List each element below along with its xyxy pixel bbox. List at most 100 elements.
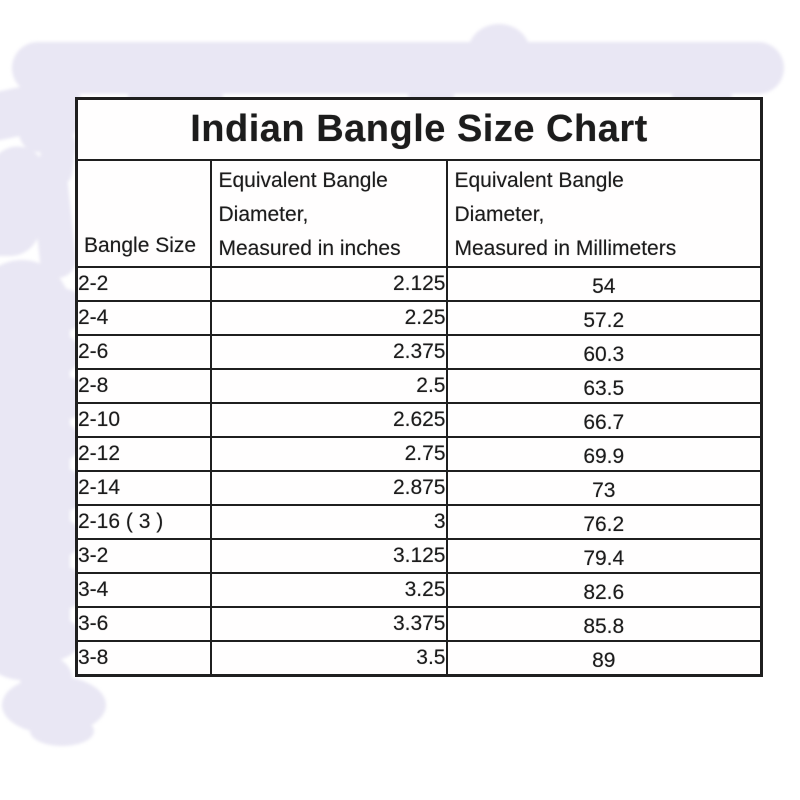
cell-bangle-size: 2-10 [75, 402, 212, 438]
cell-diameter-mm: 63.5 [445, 368, 763, 404]
cell-value: 2-10 [78, 408, 121, 431]
cell-value: 2-14 [78, 476, 121, 499]
table-row: 2-6 2.375 60.3 [75, 334, 763, 370]
table-row: 2-14 2.875 73 [75, 470, 763, 506]
cell-bangle-size: 3-4 [75, 572, 212, 608]
table-row: 2-8 2.5 63.5 [75, 368, 763, 404]
cell-diameter-mm: 79.4 [445, 538, 763, 574]
cell-bangle-size: 2-12 [75, 436, 212, 472]
column-header-diameter-millimeters: Equivalent Bangle Diameter, Measured in … [445, 159, 763, 268]
cell-bangle-size: 2-6 [75, 334, 212, 370]
cell-value: 2.25 [404, 306, 446, 329]
cell-value: 2-2 [78, 272, 109, 295]
cell-value: 57.2 [583, 309, 625, 332]
cell-bangle-size: 2-14 [75, 470, 212, 506]
watermark-blob [30, 716, 94, 746]
cell-value: 85.8 [583, 615, 625, 638]
table-row: 2-16 ( 3 ) 3 76.2 [75, 504, 763, 540]
cell-diameter-inches: 2.25 [209, 300, 448, 336]
cell-diameter-inches: 2.5 [209, 368, 448, 404]
cell-value: 3.125 [392, 544, 446, 567]
cell-bangle-size: 2-2 [75, 266, 212, 302]
cell-value: 82.6 [583, 581, 625, 604]
table-row: 3-2 3.125 79.4 [75, 538, 763, 574]
cell-diameter-inches: 3.375 [209, 606, 448, 642]
cell-value: 66.7 [583, 411, 625, 434]
cell-diameter-mm: 73 [445, 470, 763, 506]
cell-diameter-inches: 2.125 [209, 266, 448, 302]
cell-diameter-mm: 57.2 [445, 300, 763, 336]
table-title: Indian Bangle Size Chart [75, 97, 763, 161]
watermark-blob [28, 332, 80, 376]
cell-value: 2-12 [78, 442, 121, 465]
table-row: 2-10 2.625 66.7 [75, 402, 763, 438]
watermark-blob [12, 42, 784, 94]
cell-value: 3.25 [404, 578, 446, 601]
watermark-blob [28, 516, 80, 560]
cell-value: 3-2 [78, 544, 109, 567]
cell-value: 63.5 [583, 377, 625, 400]
watermark-blob [28, 616, 80, 660]
watermark-blob [468, 24, 530, 80]
cell-value: 79.4 [583, 547, 625, 570]
cell-value: 3.375 [392, 612, 446, 635]
table-row: 2-2 2.125 54 [75, 266, 763, 302]
cell-diameter-mm: 66.7 [445, 402, 763, 438]
cell-diameter-mm: 60.3 [445, 334, 763, 370]
cell-bangle-size: 2-8 [75, 368, 212, 404]
cell-diameter-mm: 54 [445, 266, 763, 302]
column-header-diameter-inches: Equivalent Bangle Diameter, Measured in … [209, 159, 448, 268]
cell-value: 3-8 [78, 646, 109, 669]
column-header-bangle-size: Bangle Size [75, 159, 212, 268]
cell-value: 3-6 [78, 612, 109, 635]
cell-value: 2.875 [392, 476, 446, 499]
table-title-row: Indian Bangle Size Chart [75, 97, 763, 161]
cell-value: 60.3 [583, 343, 625, 366]
cell-bangle-size: 3-8 [75, 640, 212, 677]
table-row: 2-4 2.25 57.2 [75, 300, 763, 336]
cell-value: 3-4 [78, 578, 109, 601]
cell-diameter-mm: 89 [445, 640, 763, 677]
cell-diameter-mm: 85.8 [445, 606, 763, 642]
cell-diameter-mm: 76.2 [445, 504, 763, 540]
cell-value: 2.75 [404, 442, 446, 465]
table-header-row: Bangle Size Equivalent Bangle Diameter, … [75, 159, 763, 268]
cell-value: 2-16 ( 3 ) [78, 510, 164, 533]
cell-bangle-size: 2-16 ( 3 ) [75, 504, 212, 540]
cell-diameter-inches: 3 [209, 504, 448, 540]
cell-value: 2-4 [78, 306, 109, 329]
table-row: 2-12 2.75 69.9 [75, 436, 763, 472]
cell-bangle-size: 2-4 [75, 300, 212, 336]
cell-value: 2.125 [392, 272, 446, 295]
cell-value: 2.375 [392, 340, 446, 363]
cell-value: 2.5 [416, 374, 446, 397]
cell-value: 2.625 [392, 408, 446, 431]
cell-value: 3.5 [416, 646, 446, 669]
cell-bangle-size: 3-6 [75, 606, 212, 642]
cell-value: 73 [592, 479, 616, 502]
cell-value: 2-6 [78, 340, 109, 363]
cell-diameter-mm: 82.6 [445, 572, 763, 608]
table-row: 3-8 3.5 89 [75, 640, 763, 677]
cell-value: 69.9 [583, 445, 625, 468]
cell-diameter-inches: 2.625 [209, 402, 448, 438]
cell-diameter-inches: 3.5 [209, 640, 448, 677]
cell-value: 3 [433, 510, 446, 533]
cell-diameter-inches: 3.25 [209, 572, 448, 608]
table-row: 3-6 3.375 85.8 [75, 606, 763, 642]
bangle-size-table: Indian Bangle Size Chart Bangle Size Equ… [75, 97, 764, 677]
cell-bangle-size: 3-2 [75, 538, 212, 574]
cell-value: 89 [592, 649, 616, 672]
cell-value: 76.2 [583, 513, 625, 536]
cell-diameter-inches: 3.125 [209, 538, 448, 574]
cell-value: 54 [592, 275, 616, 298]
cell-diameter-inches: 2.75 [209, 436, 448, 472]
table-row: 3-4 3.25 82.6 [75, 572, 763, 608]
cell-diameter-inches: 2.375 [209, 334, 448, 370]
cell-value: 2-8 [78, 374, 109, 397]
cell-diameter-mm: 69.9 [445, 436, 763, 472]
cell-diameter-inches: 2.875 [209, 470, 448, 506]
watermark-blob [28, 420, 80, 464]
